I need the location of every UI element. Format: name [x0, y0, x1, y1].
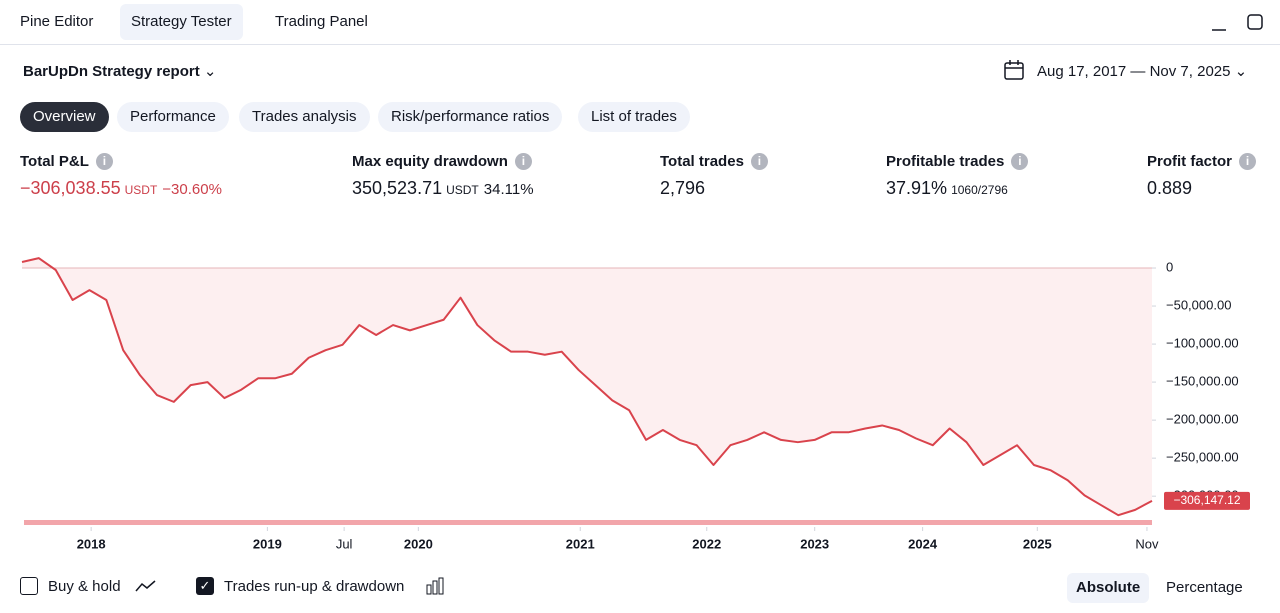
subtab[interactable]: List of trades — [578, 102, 690, 132]
metric-label-text: Max equity drawdown — [352, 153, 508, 170]
calendar-icon[interactable] — [1003, 59, 1025, 81]
subtab[interactable]: Overview — [20, 102, 109, 132]
x-tick-label: 2020 — [404, 536, 433, 551]
subtab[interactable]: Performance — [117, 102, 229, 132]
metric-label: Profitable trades i — [886, 153, 1029, 170]
metric-value: 0.889 — [1147, 178, 1193, 198]
metric-label-text: Profitable trades — [886, 153, 1005, 170]
option-label: Trades run-up & drawdown — [224, 578, 405, 595]
report-title-text: BarUpDn Strategy report — [23, 63, 200, 80]
y-tick-label: −150,000.00 — [1166, 374, 1239, 389]
date-range-text: Aug 17, 2017 — Nov 7, 2025 — [1037, 63, 1231, 80]
y-tick-label: −200,000.00 — [1166, 412, 1239, 427]
unit: USDT — [124, 183, 158, 197]
metric-label-text: Total trades — [660, 153, 744, 170]
checkbox[interactable] — [20, 577, 38, 595]
metric-label-text: Profit factor — [1147, 153, 1233, 170]
drawdown-area — [22, 258, 1152, 516]
x-tick-label: 2018 — [77, 536, 106, 551]
bars-icon — [426, 577, 444, 595]
mode-button[interactable]: Absolute — [1067, 573, 1150, 603]
checkbox-checked[interactable]: ✓ — [196, 577, 214, 595]
y-tick-label: −250,000.00 — [1166, 450, 1239, 465]
subtab[interactable]: Trades analysis — [239, 102, 370, 132]
metric-value: 2,796 — [660, 178, 706, 198]
date-range[interactable]: Aug 17, 2017 — Nov 7, 2025 ⌄ — [1037, 63, 1248, 80]
mode-button[interactable]: Percentage — [1166, 579, 1243, 596]
value: 350,523.71 — [352, 178, 443, 198]
tab[interactable]: Strategy Tester — [120, 4, 243, 40]
metric-label: Profit factor i — [1147, 153, 1257, 170]
x-tick-label: 2024 — [908, 536, 938, 551]
percent: 34.11% — [483, 181, 534, 198]
percent: −30.60% — [162, 181, 222, 198]
x-tick-label: 2025 — [1023, 536, 1052, 551]
equity-line — [21, 257, 1153, 517]
tab[interactable]: Pine Editor — [20, 13, 94, 30]
x-tick-label: 2021 — [566, 536, 595, 551]
last-value-label: −306,147.12 — [1173, 493, 1240, 507]
value: 37.91% — [886, 178, 948, 198]
option-label: Buy & hold — [48, 578, 121, 595]
line-icon — [135, 580, 156, 592]
equity-chart: 0 −50,000.00 −100,000.00 −150,000.00 −200,00… — [21, 257, 1250, 551]
x-tick-label: Nov — [1135, 536, 1159, 551]
divider — [0, 44, 1280, 45]
ratio: 1060/2796 — [951, 183, 1008, 197]
last-value-box — [1164, 491, 1250, 510]
x-tick-label: 2022 — [692, 536, 721, 551]
x-tick-label: 2023 — [800, 536, 829, 551]
drawdown-band — [24, 520, 1152, 525]
y-tick-label: −100,000.00 — [1166, 336, 1239, 351]
y-tick-label: −50,000.00 — [1166, 297, 1231, 312]
unit: USDT — [446, 183, 479, 197]
metric-value: 37.91% 1060/2796 — [886, 178, 1008, 199]
window-controls[interactable] — [1206, 12, 1266, 34]
metric-value: 350,523.71 USDT 34.11% — [352, 178, 534, 199]
metric-label: Total P&L i — [20, 153, 113, 170]
metric-label-text: Total P&L — [20, 153, 89, 170]
value: −306,038.55 — [20, 178, 121, 198]
subtab[interactable]: Risk/performance ratios — [378, 102, 563, 132]
x-tick-label: Jul — [336, 536, 353, 551]
x-tick-label: 2019 — [253, 536, 282, 551]
metric-label: Total trades i — [660, 153, 768, 170]
report-title[interactable]: BarUpDn Strategy report ⌄ — [23, 63, 217, 80]
metric-value: −306,038.55 USDT −30.60% — [20, 178, 222, 199]
tab[interactable]: Trading Panel — [275, 13, 368, 30]
metric-label: Max equity drawdown i — [352, 153, 532, 170]
y-tick-label: 0 — [1166, 259, 1173, 274]
